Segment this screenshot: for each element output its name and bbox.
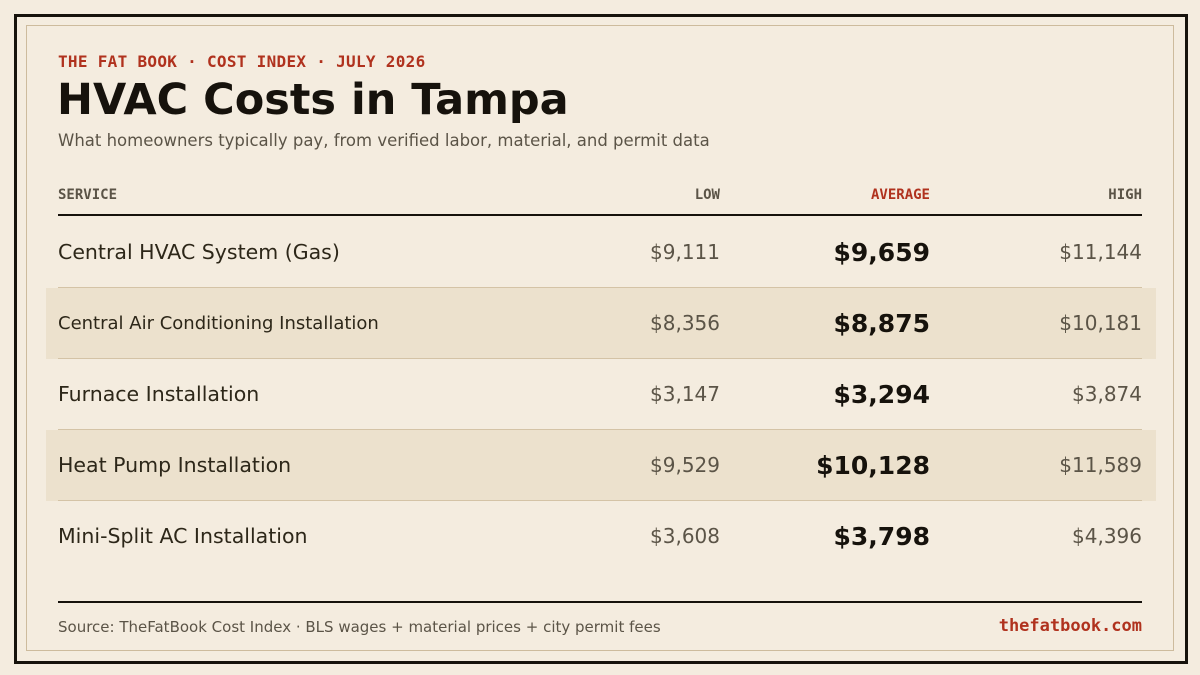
site-link[interactable]: thefatbook.com: [998, 616, 1142, 636]
row-divider: [58, 287, 1142, 288]
average-price: $3,798: [833, 522, 930, 551]
high-price: $3,874: [1072, 382, 1142, 406]
outer-frame: [14, 14, 1188, 664]
kicker-text: THE FAT BOOK · COST INDEX · JULY 2026: [58, 52, 426, 71]
page-subtitle: What homeowners typically pay, from veri…: [58, 131, 710, 150]
column-header-average: AVERAGE: [870, 187, 930, 203]
column-header-high: HIGH: [1108, 187, 1142, 203]
row-divider: [58, 429, 1142, 430]
low-price: $3,608: [650, 524, 720, 548]
row-divider: [58, 358, 1142, 359]
average-price: $8,875: [833, 309, 930, 338]
high-price: $10,181: [1059, 311, 1142, 335]
table-row: Central HVAC System (Gas) $9,111 $9,659 …: [46, 217, 1156, 288]
high-price: $11,144: [1059, 240, 1142, 264]
table-row: Mini-Split AC Installation $3,608 $3,798…: [46, 501, 1156, 572]
page-title: HVAC Costs in Tampa: [57, 75, 569, 125]
low-price: $9,111: [650, 240, 720, 264]
table-row: Central Air Conditioning Installation $8…: [46, 288, 1156, 359]
source-note: Source: TheFatBook Cost Index · BLS wage…: [58, 618, 661, 636]
table-row: Heat Pump Installation $9,529 $10,128 $1…: [46, 430, 1156, 501]
service-name: Mini-Split AC Installation: [58, 524, 308, 548]
table-row: Furnace Installation $3,147 $3,294 $3,87…: [46, 359, 1156, 430]
header-rule: [58, 214, 1142, 216]
high-price: $11,589: [1059, 453, 1142, 477]
service-name: Central HVAC System (Gas): [58, 240, 340, 264]
column-header-service: SERVICE: [58, 187, 118, 203]
low-price: $8,356: [650, 311, 720, 335]
average-price: $10,128: [816, 451, 930, 480]
service-name: Heat Pump Installation: [58, 453, 292, 477]
service-name: Furnace Installation: [58, 382, 260, 406]
average-price: $9,659: [833, 238, 930, 267]
row-divider: [58, 500, 1142, 501]
high-price: $4,396: [1072, 524, 1142, 548]
low-price: $9,529: [650, 453, 720, 477]
footer-rule: [58, 601, 1142, 603]
average-price: $3,294: [833, 380, 930, 409]
column-header-low: LOW: [694, 187, 720, 203]
low-price: $3,147: [650, 382, 720, 406]
service-name: Central Air Conditioning Installation: [58, 313, 379, 334]
inner-frame: [26, 25, 1174, 651]
